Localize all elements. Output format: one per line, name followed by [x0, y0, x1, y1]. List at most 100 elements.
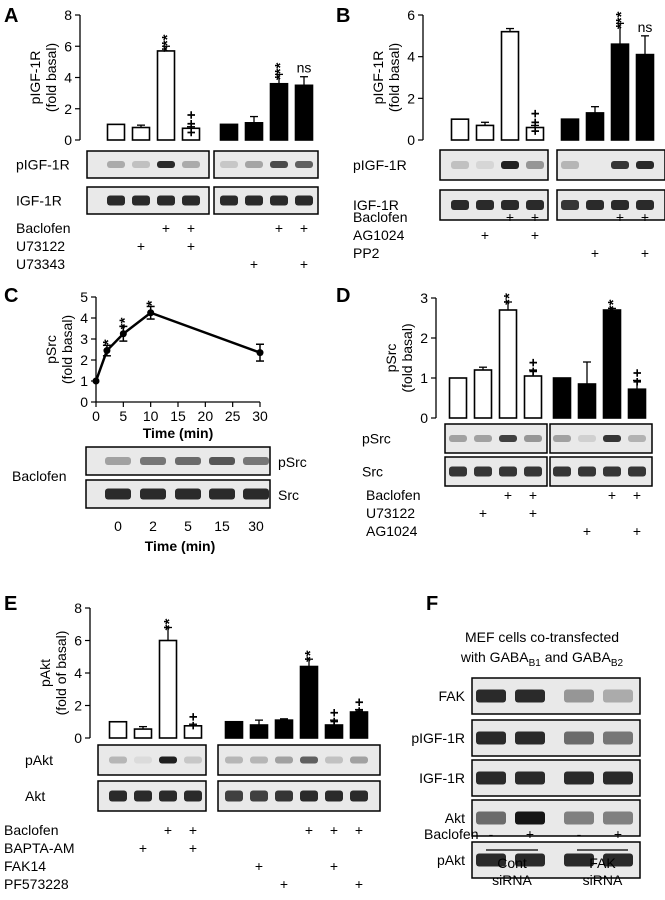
band-B-0-0-0	[451, 161, 469, 169]
band-A-0-1-3	[295, 161, 313, 168]
panel-title-F-line1: MEF cells co-transfected	[465, 629, 619, 645]
point-C-3	[147, 309, 155, 317]
treatment-sign-A-2-5: +	[250, 256, 258, 272]
bar-E-0-0	[108, 720, 128, 739]
x-tick-label-C-5: 5	[119, 408, 127, 424]
band-A-1-0-3	[182, 195, 200, 206]
band-B-1-0-1	[476, 200, 494, 210]
blot-label-F-2: IGF-1R	[419, 770, 465, 786]
annotation-E-1-4: ++	[326, 708, 343, 726]
band-E-0-1-0	[225, 756, 243, 764]
band-A-0-1-1	[245, 161, 263, 168]
band-F-0-3	[603, 689, 633, 703]
band-B-1-1-3	[636, 200, 654, 210]
annotation-B-1-3: ns	[638, 19, 653, 35]
annotation-A-0-2: ***	[159, 34, 176, 52]
y-axis-label-A-1: (fold basal)	[43, 43, 59, 112]
bar-A-1-3	[294, 84, 314, 141]
blot-label-E-1: Akt	[25, 788, 45, 804]
y-axis-label-E-0: pAkt	[37, 659, 53, 687]
treatment-sign-D-0-2: +	[504, 487, 512, 503]
bar-D-0-2	[498, 309, 518, 419]
annotation-D-0-2: **	[501, 293, 518, 305]
blot-label-F-4: pAkt	[437, 852, 465, 868]
band-F-0-1	[515, 689, 545, 703]
treatment-sign-F-0: -	[489, 826, 494, 842]
bar-A-1-0	[219, 123, 239, 141]
panel-label-b: B	[336, 5, 350, 27]
y-tick-label-B-0: 0	[407, 132, 415, 148]
x-axis-label-C: Time (min)	[143, 425, 214, 441]
band-C-0-4	[243, 457, 269, 465]
band-E-0-1-2	[275, 756, 293, 764]
blot-label-B-0: pIGF-1R	[353, 157, 407, 173]
treatment-sign-E-3-9: +	[355, 876, 363, 892]
annotation-D-0-3: ++	[525, 358, 542, 376]
bar-D-1-2	[602, 309, 622, 419]
band-D-0-0-1	[474, 435, 492, 442]
band-A-1-0-2	[157, 195, 175, 206]
y-axis-label-D-1: (fold basal)	[399, 323, 415, 392]
annotation-A-1-2: ***	[272, 62, 289, 80]
treatment-label-D-0: Baclofen	[366, 487, 420, 503]
band-F-4-1	[515, 853, 545, 867]
band-E-1-1-4	[325, 790, 343, 802]
band-E-1-1-5	[350, 790, 368, 802]
bar-E-0-1	[133, 728, 153, 739]
treatment-label-A-2: U73343	[16, 256, 65, 272]
treatment-label-E-2: FAK14	[4, 858, 46, 874]
band-D-0-1-3	[628, 435, 646, 442]
y-axis-label-C-0: pSrc	[43, 335, 59, 364]
treatment-sign-E-1-3: +	[189, 840, 197, 856]
blot-time-C-0: 0	[114, 518, 122, 534]
x-tick-label-C-10: 10	[143, 408, 159, 424]
panel-title-F-line2: with GABAB1 and GABAB2	[460, 649, 624, 669]
bar-A-1-2	[269, 82, 289, 141]
condition-label-F-0-b: siRNA	[492, 872, 532, 888]
y-tick-label-C-2: 2	[80, 352, 88, 368]
treatment-sign-D-0-7: +	[633, 487, 641, 503]
treatment-sign-B-1-3: +	[531, 227, 539, 243]
treatment-label-A-0: Baclofen	[16, 220, 70, 236]
y-tick-label-C-0: 0	[80, 394, 88, 410]
bar-A-1-1	[244, 122, 264, 141]
annotation-A-0-3: +++	[183, 110, 200, 137]
blot-label-E-0: pAkt	[25, 752, 53, 768]
band-B-0-1-3	[636, 161, 654, 169]
treatment-sign-E-2-8: +	[330, 858, 338, 874]
treatment-sign-D-0-3: +	[529, 487, 537, 503]
band-D-1-0-3	[524, 466, 542, 477]
band-D-1-1-2	[603, 466, 621, 477]
panel-label-c: C	[4, 285, 18, 307]
treatment-sign-E-3-6: +	[280, 876, 288, 892]
treatment-label-E-1: BAPTA-AM	[4, 840, 75, 856]
treatment-sign-B-0-6: +	[616, 209, 624, 225]
band-E-1-0-0	[109, 790, 127, 802]
band-E-0-0-3	[184, 756, 202, 764]
condition-label-F-0-a: Cont	[497, 855, 527, 871]
band-F-0-0	[476, 689, 506, 703]
panel-label-a: A	[4, 5, 18, 27]
treatment-label-D-2: AG1024	[366, 523, 418, 539]
treatment-sign-D-1-3: +	[529, 505, 537, 521]
treatment-label-E-0: Baclofen	[4, 822, 58, 838]
panel-label-f: F	[426, 593, 438, 615]
y-tick-label-C-1: 1	[80, 373, 88, 389]
bar-B-1-0	[560, 118, 580, 141]
y-tick-label-E-6: 6	[74, 633, 82, 649]
band-F-2-3	[603, 771, 633, 785]
annotation-C-3: *	[144, 300, 161, 306]
band-A-0-0-2	[157, 161, 175, 168]
band-B-0-0-2	[501, 161, 519, 169]
bar-B-0-1	[475, 124, 495, 141]
band-F-2-0	[476, 771, 506, 785]
treatment-sign-A-0-6: +	[275, 220, 283, 236]
bar-D-1-0	[552, 377, 572, 419]
annotation-B-1-2: ***	[613, 11, 630, 29]
band-F-1-0	[476, 731, 506, 745]
blot-label-D-1: Src	[362, 464, 383, 480]
band-A-1-1-3	[295, 195, 313, 206]
bar-A-0-1	[131, 126, 151, 141]
